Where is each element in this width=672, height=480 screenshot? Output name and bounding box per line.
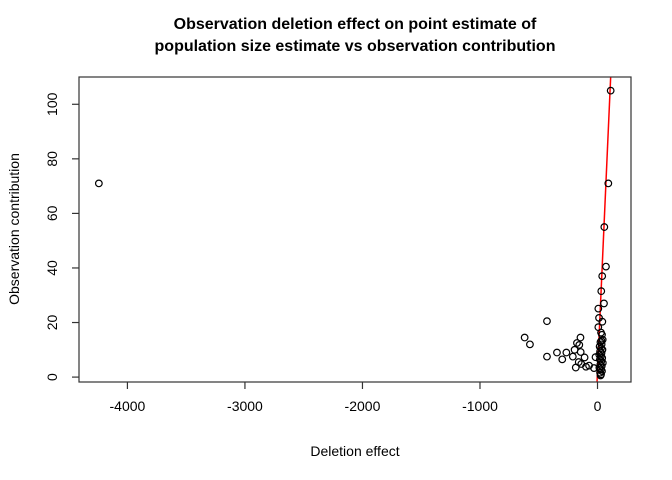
data-point (594, 304, 603, 313)
data-point (520, 333, 529, 342)
data-point (568, 352, 577, 361)
data-point (600, 223, 609, 231)
data-point (598, 272, 607, 281)
x-axis-label: Deletion effect (310, 443, 399, 459)
data-point (600, 299, 608, 308)
data-point (573, 339, 581, 347)
data-point (598, 335, 607, 344)
data-point (597, 287, 606, 296)
data-point (598, 367, 606, 375)
y-axis-label: Observation contribution (6, 153, 22, 305)
x-tick-label: -3000 (227, 398, 263, 414)
data-point (526, 340, 534, 349)
data-point (543, 317, 551, 326)
y-tick-label: 80 (44, 151, 60, 167)
data-point (543, 352, 551, 361)
data-point (604, 179, 613, 188)
y-tick-label: 100 (44, 92, 60, 116)
data-point (553, 348, 561, 357)
data-point (94, 179, 103, 188)
y-tick-label: 0 (44, 373, 60, 381)
data-point (562, 348, 571, 357)
x-tick-label: -4000 (110, 398, 146, 414)
fit-line (596, 76, 612, 383)
data-point (597, 340, 606, 349)
data-point (576, 348, 585, 356)
data-point (558, 355, 567, 364)
data-point (606, 86, 615, 95)
data-point (602, 262, 610, 271)
x-tick-label: 0 (594, 398, 602, 414)
y-tick-label: 40 (44, 260, 60, 276)
plot-border (78, 76, 632, 383)
x-tick-label: -2000 (345, 398, 381, 414)
chart-title-line2: population size estimate vs observation … (155, 38, 556, 55)
data-point (575, 340, 584, 349)
y-tick-label: 20 (44, 315, 60, 331)
data-point (598, 317, 607, 326)
plot-area: -4000 -3000 -2000 -1000 0 0 20 40 60 80 100 (44, 76, 632, 414)
data-point (596, 371, 605, 380)
x-tick-label: -1000 (462, 398, 498, 414)
data-point (580, 353, 589, 362)
y-tick-label: 60 (44, 205, 60, 221)
chart-title-line1: Observation deletion effect on point est… (174, 16, 537, 33)
data-point (576, 333, 585, 342)
